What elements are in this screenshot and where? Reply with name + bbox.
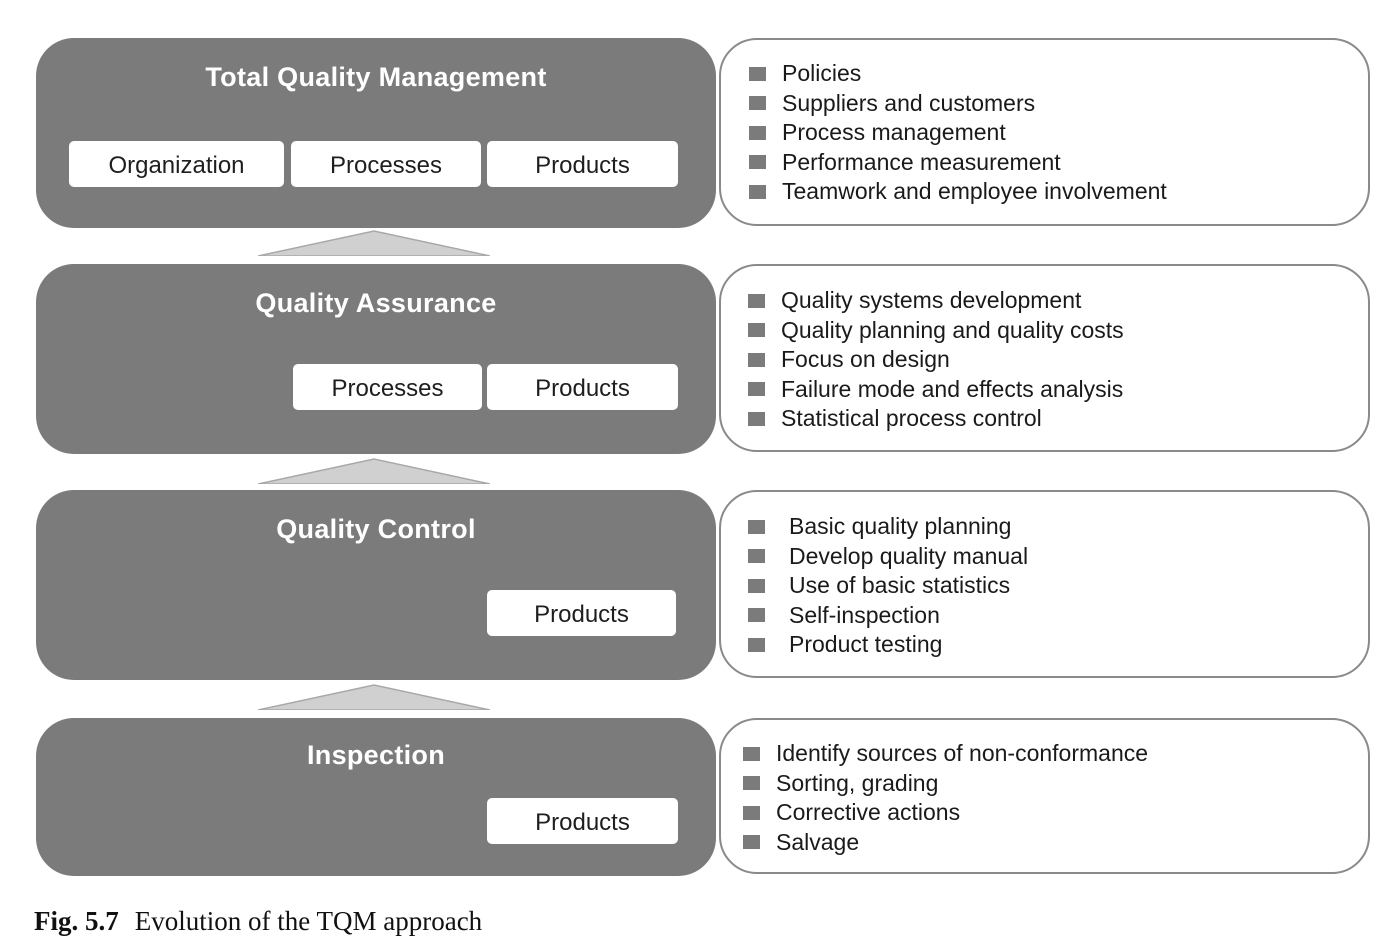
list-item: Quality planning and quality costs xyxy=(748,316,1124,346)
list-item: Quality systems development xyxy=(748,286,1124,316)
bullet-square-icon xyxy=(749,96,766,111)
list-item: Performance measurement xyxy=(749,148,1167,178)
list-item-text: Sorting, grading xyxy=(776,769,939,796)
list-item: Process management xyxy=(749,118,1167,148)
list-item: Salvage xyxy=(743,828,1148,858)
list-item-text: Statistical process control xyxy=(781,405,1042,431)
list-item: Failure mode and effects analysis xyxy=(748,375,1124,405)
bullet-square-icon xyxy=(748,293,765,308)
list-item-text: Quality systems development xyxy=(781,287,1082,313)
quality-assurance-focus-list: Quality systems development Quality plan… xyxy=(748,286,1124,434)
bullet-square-icon xyxy=(748,323,765,338)
bullet-square-icon xyxy=(749,184,766,199)
level-quality-assurance: Quality Assurance Processes Products Qua… xyxy=(36,264,1372,454)
tqm-processes-tag: Processes xyxy=(291,141,481,187)
list-item-text: Policies xyxy=(782,60,862,86)
inspection-focus-list: Identify sources of non-conformance Sort… xyxy=(743,739,1148,857)
list-item: Suppliers and customers xyxy=(749,89,1167,119)
tqm-stage-box: Total Quality Management Organization Pr… xyxy=(36,38,716,228)
figure-caption: Fig. 5.7 Evolution of the TQM approach xyxy=(34,906,482,937)
list-item-text: Failure mode and effects analysis xyxy=(781,375,1124,402)
bullet-square-icon xyxy=(743,746,760,761)
list-item: Focus on design xyxy=(748,345,1124,375)
list-item-text: Product testing xyxy=(789,631,943,657)
quality-control-focus-list: Basic quality planning Develop quality m… xyxy=(748,512,1028,660)
level-tqm: Total Quality Management Organization Pr… xyxy=(36,38,1372,228)
quality-assurance-stage-box: Quality Assurance Processes Products xyxy=(36,264,716,454)
bullet-square-icon xyxy=(743,835,760,850)
list-item-text: Performance measurement xyxy=(782,148,1061,175)
tqm-organization-tag: Organization xyxy=(69,141,284,187)
quality-assurance-products-tag: Products xyxy=(487,364,678,410)
up-arrow-icon xyxy=(258,230,490,256)
inspection-stage-box: Inspection Products xyxy=(36,718,716,876)
quality-assurance-stage-title: Quality Assurance xyxy=(255,288,497,318)
quality-control-products-tag: Products xyxy=(487,590,676,636)
bullet-square-icon xyxy=(749,66,766,81)
tqm-focus-list: Policies Suppliers and customers Process… xyxy=(749,59,1167,207)
bullet-square-icon xyxy=(748,608,765,623)
list-item-text: Suppliers and customers xyxy=(782,89,1036,116)
list-item: Corrective actions xyxy=(743,798,1148,828)
list-item: Teamwork and employee involvement xyxy=(749,177,1167,207)
quality-control-stage-title: Quality Control xyxy=(276,514,476,544)
list-item: Product testing xyxy=(748,630,1028,660)
bullet-square-icon xyxy=(748,352,765,367)
list-item: Identify sources of non-conformance xyxy=(743,739,1148,769)
list-item-text: Process management xyxy=(782,119,1006,145)
bullet-square-icon xyxy=(748,637,765,652)
list-item-text: Salvage xyxy=(776,828,860,855)
up-arrow-icon xyxy=(258,684,490,710)
bullet-square-icon xyxy=(748,382,765,397)
list-item: Statistical process control xyxy=(748,404,1124,434)
list-item-text: Corrective actions xyxy=(776,799,961,825)
list-item-text: Develop quality manual xyxy=(789,542,1029,569)
list-item: Sorting, grading xyxy=(743,769,1148,799)
tqm-products-tag: Products xyxy=(487,141,678,187)
figure-number: Fig. 5.7 xyxy=(34,906,119,936)
inspection-focus-list-box: Identify sources of non-conformance Sort… xyxy=(719,718,1370,874)
list-item: Self-inspection xyxy=(748,601,1028,631)
list-item: Basic quality planning xyxy=(748,512,1028,542)
quality-control-focus-list-box: Basic quality planning Develop quality m… xyxy=(719,490,1370,678)
list-item-text: Quality planning and quality costs xyxy=(781,316,1124,343)
inspection-stage-title: Inspection xyxy=(306,740,445,770)
list-item-text: Self-inspection xyxy=(789,601,940,628)
figure-caption-text: Evolution of the TQM approach xyxy=(134,906,483,936)
list-item: Develop quality manual xyxy=(748,542,1028,572)
list-item-text: Basic quality planning xyxy=(789,513,1012,539)
list-item-text: Use of basic statistics xyxy=(789,572,1011,598)
list-item-text: Focus on design xyxy=(781,346,950,372)
bullet-square-icon xyxy=(743,776,760,791)
tqm-stage-title: Total Quality Management xyxy=(205,62,547,92)
bullet-square-icon xyxy=(743,805,760,820)
bullet-square-icon xyxy=(748,519,765,534)
bullet-square-icon xyxy=(749,125,766,140)
bullet-square-icon xyxy=(748,578,765,593)
inspection-products-tag: Products xyxy=(487,798,678,844)
bullet-square-icon xyxy=(748,411,765,426)
list-item: Use of basic statistics xyxy=(748,571,1028,601)
quality-control-stage-box: Quality Control Products xyxy=(36,490,716,680)
tqm-focus-list-box: Policies Suppliers and customers Process… xyxy=(719,38,1370,226)
up-arrow-icon xyxy=(258,458,490,484)
quality-assurance-focus-list-box: Quality systems development Quality plan… xyxy=(719,264,1370,452)
list-item: Policies xyxy=(749,59,1167,89)
list-item-text: Teamwork and employee involvement xyxy=(782,178,1167,204)
level-inspection: Inspection Products Identify sources of … xyxy=(36,718,1372,876)
bullet-square-icon xyxy=(749,155,766,170)
bullet-square-icon xyxy=(748,549,765,564)
list-item-text: Identify sources of non-conformance xyxy=(776,740,1149,766)
level-quality-control: Quality Control Products Basic quality p… xyxy=(36,490,1372,680)
quality-assurance-processes-tag: Processes xyxy=(293,364,482,410)
